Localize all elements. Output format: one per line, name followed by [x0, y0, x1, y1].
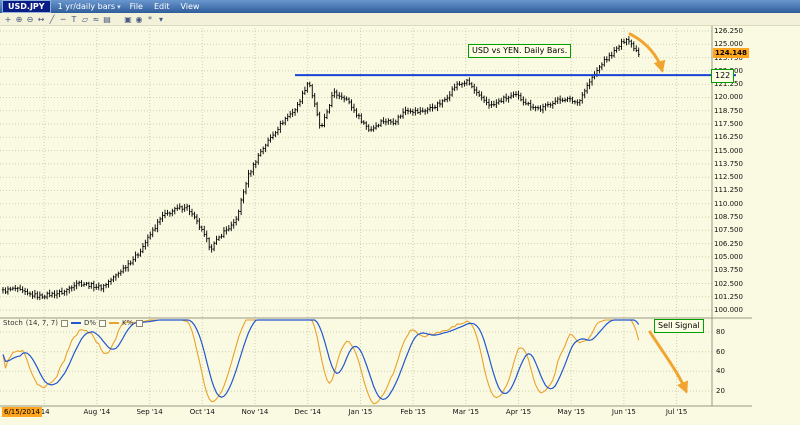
chevron-down-icon[interactable]: ▾	[158, 14, 163, 24]
pan-icon[interactable]: ↔	[37, 14, 45, 24]
grid-icon[interactable]: ▤	[103, 14, 111, 24]
trendline-icon[interactable]: ╱	[49, 14, 55, 24]
stoch-d-checkbox[interactable]	[99, 319, 106, 327]
first-date-tag: 6/15/2014	[2, 407, 42, 417]
hline-price-label[interactable]: 122	[711, 69, 735, 83]
stoch-params: (14, 7, 7)	[25, 319, 58, 327]
stoch-k-checkbox[interactable]	[136, 319, 144, 327]
stoch-k-swatch	[109, 322, 119, 324]
crosshair-icon[interactable]: +	[4, 14, 12, 24]
stoch-label: Stoch	[3, 319, 23, 327]
timeframe-selector[interactable]: 1 yr/daily bars ▾	[58, 2, 121, 11]
stoch-legend: Stoch (14, 7, 7) D% K%	[3, 319, 144, 327]
print-icon[interactable]: ▣	[124, 14, 132, 24]
menu-view[interactable]: View	[180, 2, 200, 11]
stoch-k-line	[2, 319, 640, 405]
shape-tool-icon[interactable]: ▱	[81, 14, 89, 24]
stoch-d-swatch	[70, 322, 81, 324]
title-bar: USD.JPY 1 yr/daily bars ▾ File Edit View	[0, 0, 800, 13]
settings-icon[interactable]: *	[148, 14, 152, 24]
zoom-out-icon[interactable]: ⊖	[26, 14, 34, 24]
horizontal-line-icon[interactable]: ─	[60, 14, 66, 24]
indicator-icon[interactable]: ≈	[92, 14, 100, 24]
last-price-tag: 124.148	[713, 48, 749, 58]
stoch-d-line	[2, 319, 640, 401]
timeframe-label: 1 yr/daily bars	[57, 2, 116, 11]
drawing-toolbar: + ⊕ ⊖ ↔ ╱ ─ T ▱ ≈ ▤ ▣ ◉ * ▾	[0, 13, 800, 26]
stoch-k-label: K%	[122, 319, 134, 327]
grid-lines	[0, 25, 712, 406]
pullback-arrow[interactable]	[628, 32, 666, 73]
chevron-down-icon: ▾	[117, 2, 121, 11]
menu-file[interactable]: File	[129, 2, 143, 11]
pane-borders	[0, 24, 800, 407]
sell-arrow[interactable]	[648, 330, 689, 394]
chart-note-annotation[interactable]: USD vs YEN. Daily Bars.	[468, 44, 572, 58]
symbol-label[interactable]: USD.JPY	[2, 0, 51, 13]
price-bars	[1, 36, 640, 301]
text-tool-icon[interactable]: T	[71, 14, 77, 24]
zoom-in-icon[interactable]: ⊕	[15, 14, 23, 24]
menu-edit[interactable]: Edit	[153, 2, 170, 11]
snapshot-icon[interactable]: ◉	[135, 14, 143, 24]
sell-signal-annotation[interactable]: Sell Signal	[654, 319, 704, 333]
stoch-d-label: D%	[83, 319, 96, 327]
stoch-visibility-checkbox[interactable]	[60, 319, 68, 327]
